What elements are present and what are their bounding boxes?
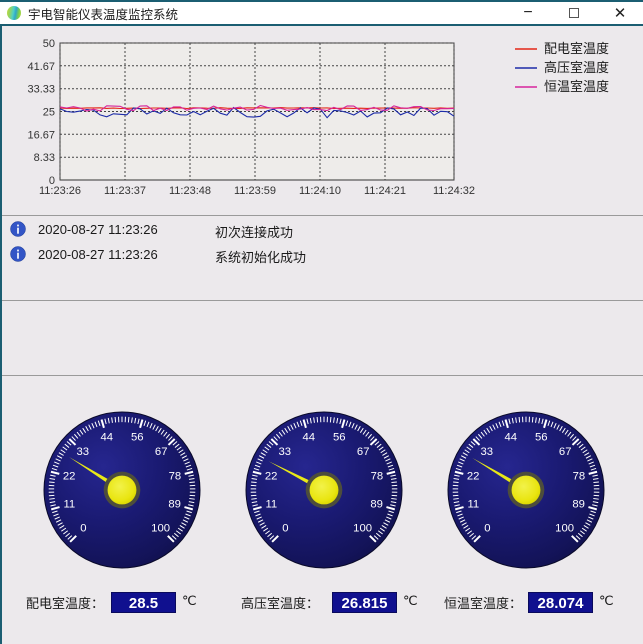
- svg-text:8.33: 8.33: [34, 152, 55, 164]
- svg-text:67: 67: [155, 446, 168, 458]
- svg-text:33: 33: [481, 446, 494, 458]
- svg-text:11:24:21: 11:24:21: [364, 185, 406, 197]
- svg-text:高压室温度: 高压室温度: [544, 60, 609, 75]
- svg-text:67: 67: [357, 446, 370, 458]
- svg-text:89: 89: [572, 498, 585, 510]
- svg-text:89: 89: [370, 498, 383, 510]
- svg-text:11: 11: [467, 498, 479, 510]
- svg-text:配电室温度: 配电室温度: [544, 41, 609, 56]
- svg-text:56: 56: [535, 432, 548, 444]
- svg-text:78: 78: [371, 470, 384, 482]
- svg-text:25: 25: [43, 107, 55, 119]
- svg-text:11:24:32: 11:24:32: [433, 185, 475, 197]
- svg-text:100: 100: [151, 523, 170, 535]
- svg-text:78: 78: [573, 470, 586, 482]
- svg-text:0: 0: [80, 523, 86, 535]
- svg-text:16.67: 16.67: [27, 129, 55, 141]
- svg-text:22: 22: [63, 470, 76, 482]
- svg-text:78: 78: [169, 470, 182, 482]
- svg-text:44: 44: [302, 432, 315, 444]
- svg-text:11:24:10: 11:24:10: [299, 185, 341, 197]
- svg-text:恒温室温度: 恒温室温度: [544, 79, 609, 94]
- svg-text:11:23:37: 11:23:37: [104, 185, 146, 197]
- svg-text:33: 33: [77, 446, 90, 458]
- svg-text:11:23:48: 11:23:48: [169, 185, 211, 197]
- svg-text:11:23:59: 11:23:59: [234, 185, 276, 197]
- svg-text:44: 44: [100, 432, 113, 444]
- svg-text:22: 22: [467, 470, 480, 482]
- svg-text:0: 0: [282, 523, 288, 535]
- svg-text:56: 56: [333, 432, 346, 444]
- svg-text:11:23:26: 11:23:26: [39, 185, 81, 197]
- svg-text:44: 44: [504, 432, 517, 444]
- svg-text:11: 11: [63, 498, 75, 510]
- svg-text:33: 33: [279, 446, 292, 458]
- svg-text:11: 11: [265, 498, 277, 510]
- svg-text:100: 100: [353, 523, 372, 535]
- svg-text:0: 0: [484, 523, 490, 535]
- svg-text:41.67: 41.67: [27, 61, 55, 73]
- svg-text:89: 89: [168, 498, 181, 510]
- svg-text:33.33: 33.33: [27, 84, 55, 96]
- svg-text:50: 50: [43, 38, 55, 50]
- svg-text:22: 22: [265, 470, 278, 482]
- svg-text:56: 56: [131, 432, 144, 444]
- svg-text:100: 100: [555, 523, 574, 535]
- svg-text:67: 67: [559, 446, 572, 458]
